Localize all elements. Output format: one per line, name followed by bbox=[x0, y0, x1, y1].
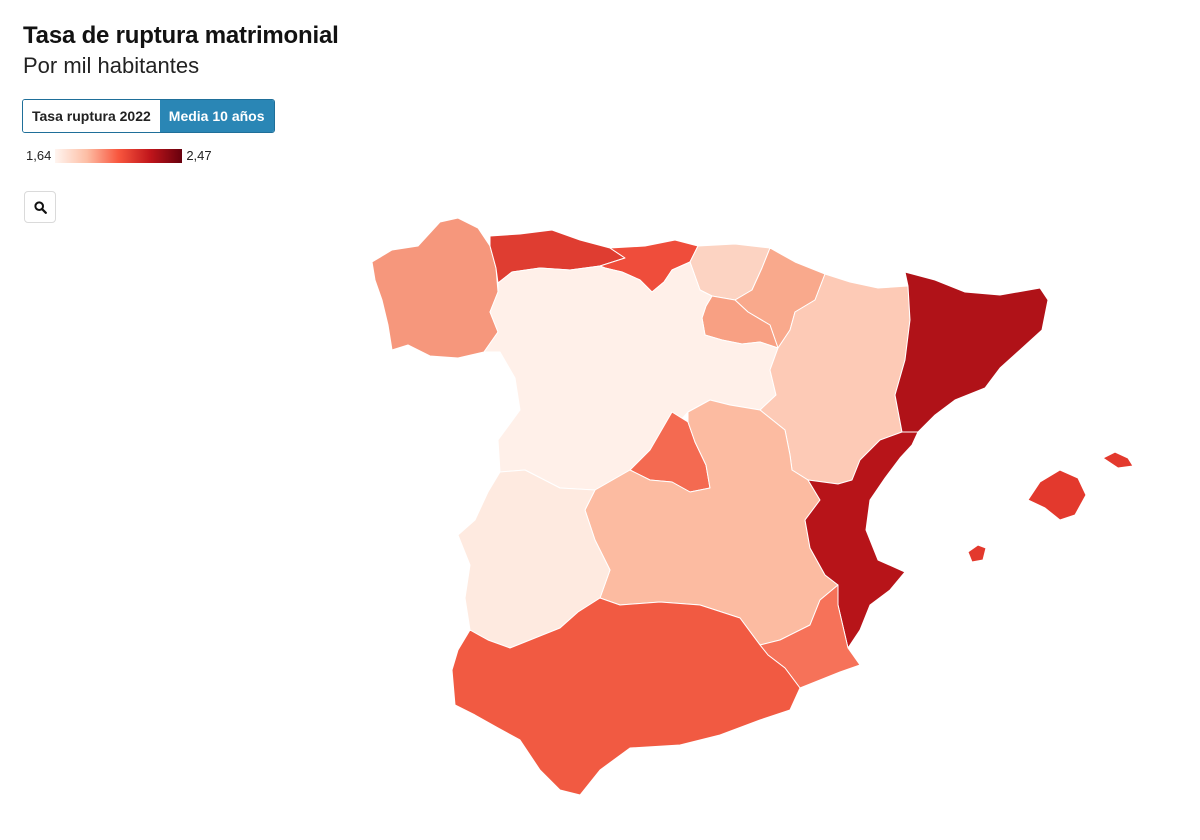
search-icon bbox=[33, 200, 47, 214]
chart-title: Tasa de ruptura matrimonial bbox=[23, 22, 339, 49]
region-cataluna[interactable] bbox=[894, 271, 1049, 433]
region-illes-balears-ibiza[interactable] bbox=[967, 544, 987, 563]
toggle-media-10-anos-button[interactable]: Media 10 años bbox=[159, 100, 274, 132]
region-galicia[interactable] bbox=[371, 217, 499, 359]
header: Tasa de ruptura matrimonial Por mil habi… bbox=[23, 20, 339, 80]
chart-subtitle: Por mil habitantes bbox=[23, 53, 200, 78]
legend-min-label: 1,64 bbox=[26, 148, 52, 163]
legend-gradient-bar bbox=[55, 148, 183, 163]
metric-toggle: Tasa ruptura 2022 Media 10 años bbox=[22, 99, 275, 133]
toggle-tasa-2022-button[interactable]: Tasa ruptura 2022 bbox=[23, 100, 160, 132]
region-illes-balears-mallorca[interactable] bbox=[1027, 469, 1087, 521]
region-andalucia[interactable] bbox=[451, 597, 801, 796]
search-button[interactable] bbox=[24, 191, 56, 223]
region-illes-balears-menorca[interactable] bbox=[1102, 451, 1134, 469]
color-legend: 1,64 2,47 bbox=[26, 148, 212, 163]
legend-max-label: 2,47 bbox=[186, 148, 212, 163]
